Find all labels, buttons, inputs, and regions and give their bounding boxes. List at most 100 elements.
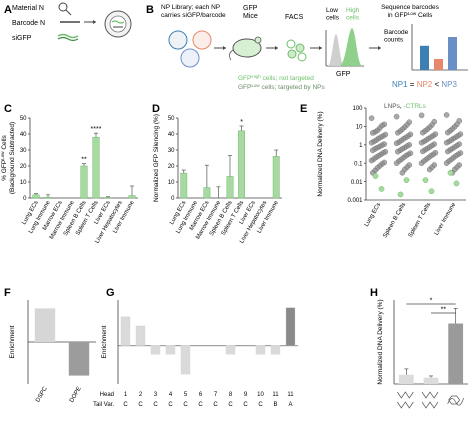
y-tick-label: 40: [20, 132, 27, 138]
tail-label: C: [258, 402, 263, 408]
bar: [44, 196, 52, 199]
gfp-low-note: GFPLow cells; targeted by NPs: [238, 83, 325, 92]
significance-label: ****: [91, 126, 102, 133]
y-tick-label: 10: [356, 125, 363, 131]
nanoparticle-icon: [104, 10, 132, 38]
lipid-structure-icon: [421, 391, 439, 409]
bar: [128, 195, 136, 199]
head-label: 9: [244, 392, 248, 398]
y-axis-label: Enrichment: [101, 325, 108, 358]
head-row-label: Head: [100, 392, 114, 398]
lipid-structure-icon: [447, 395, 464, 406]
tail-label: C: [153, 402, 158, 408]
legend-lnps: LNPs: [384, 103, 401, 110]
bar: [448, 323, 464, 384]
gfp-high-note: GFPHigh cells; not targeted: [238, 74, 314, 83]
ctrl-point: [378, 186, 385, 192]
ctrl-point: [428, 188, 435, 195]
barcode-bars: [411, 24, 468, 71]
np-compare: NP1 = NP2 < NP3: [392, 80, 457, 89]
x-tick-label: Spleen T Cells: [408, 202, 433, 239]
panel-letter: G: [106, 287, 115, 299]
material-icon: [58, 2, 72, 16]
head-label: 4: [169, 392, 173, 398]
material-label: Material N: [12, 5, 44, 12]
y-axis-label: Enrichment: [9, 325, 16, 358]
lnp-point: [426, 166, 433, 173]
head-label: 1: [124, 392, 128, 398]
bar: [180, 345, 191, 375]
barcode-counts-label: Barcode counts: [384, 29, 409, 44]
tail-label: C: [138, 402, 143, 408]
bar: [32, 194, 40, 199]
lnp-point: [443, 112, 450, 118]
x-tick-label: DSPC: [35, 385, 49, 403]
bar: [398, 374, 414, 384]
barcode-label: Barcode N: [12, 20, 45, 27]
gfp-axis-label: GFP: [336, 71, 351, 78]
head-label: 5: [184, 392, 188, 398]
lnp-point: [418, 160, 425, 166]
barcode-bar-np3: [448, 37, 457, 70]
y-tick-label: 1: [359, 143, 363, 149]
panel-letter: F: [4, 287, 11, 299]
lnp-point: [444, 129, 451, 136]
y-tick-label: 10: [168, 180, 175, 186]
panel-letter: D: [152, 103, 160, 115]
panel-a-letter: A: [4, 4, 12, 16]
cells-icon: [286, 39, 307, 62]
y-tick-label: 0.001: [347, 198, 363, 204]
bar: [270, 345, 281, 355]
y-tick-label: 100: [352, 106, 363, 112]
ctrl-point: [422, 177, 429, 183]
bar: [165, 345, 176, 355]
panel-letter: C: [4, 103, 12, 115]
y-tick-label: 0: [23, 196, 27, 202]
low-cells-label: Low cells: [326, 7, 340, 22]
head-label: 11: [287, 392, 294, 398]
head-label: 3: [154, 392, 158, 398]
tail-row-label: Tail Var.: [93, 402, 114, 408]
y-tick-label: 0.1: [354, 161, 363, 167]
lnp-point: [369, 147, 376, 154]
lnp-point: [369, 130, 376, 136]
tail-label: C: [213, 402, 218, 408]
tail-label: A: [288, 402, 292, 408]
lnp-point: [443, 139, 450, 146]
tail-label: C: [228, 402, 233, 408]
significance-label: **: [441, 307, 447, 314]
barcode-bar-np2: [434, 59, 443, 70]
lnp-point: [368, 115, 375, 121]
y-axis-label: Normalized GFP Silencing (%): [153, 114, 160, 202]
tail-label: B: [273, 402, 277, 408]
head-label: 10: [257, 392, 264, 398]
ctrl-point: [372, 173, 379, 179]
bar: [80, 165, 88, 199]
facs-label: FACS: [285, 14, 304, 21]
bar: [225, 345, 236, 355]
head-label: 7: [214, 392, 218, 398]
lnp-point: [394, 148, 401, 155]
lnp-point: [368, 139, 375, 146]
lnp-point: [393, 113, 400, 120]
y-axis-label: % GFPLow Cells(Background Subtracted): [0, 122, 16, 194]
significance-label: *: [430, 298, 433, 305]
y-tick-label: 0.01: [351, 180, 363, 186]
lnp-point: [419, 129, 426, 136]
bar: [150, 345, 161, 355]
bar: [120, 316, 131, 346]
high-cells-label: High cells: [346, 7, 360, 22]
y-tick-label: 0: [171, 196, 175, 202]
y-tick-label: 50: [20, 116, 27, 122]
y-tick-label: 50: [168, 116, 175, 122]
mouse-icon: [229, 36, 262, 61]
significance-label: **: [81, 157, 87, 164]
y-axis-label: Normalized DNA Delivery (%): [317, 111, 324, 196]
bar: [255, 345, 266, 355]
sequence-label: Sequence barcodes in GFPLow Cells: [381, 4, 440, 19]
x-tick-label: Spleen B Cells: [382, 202, 407, 239]
bar: [68, 342, 90, 376]
bar: [285, 307, 296, 346]
ctrl-point: [453, 180, 460, 187]
